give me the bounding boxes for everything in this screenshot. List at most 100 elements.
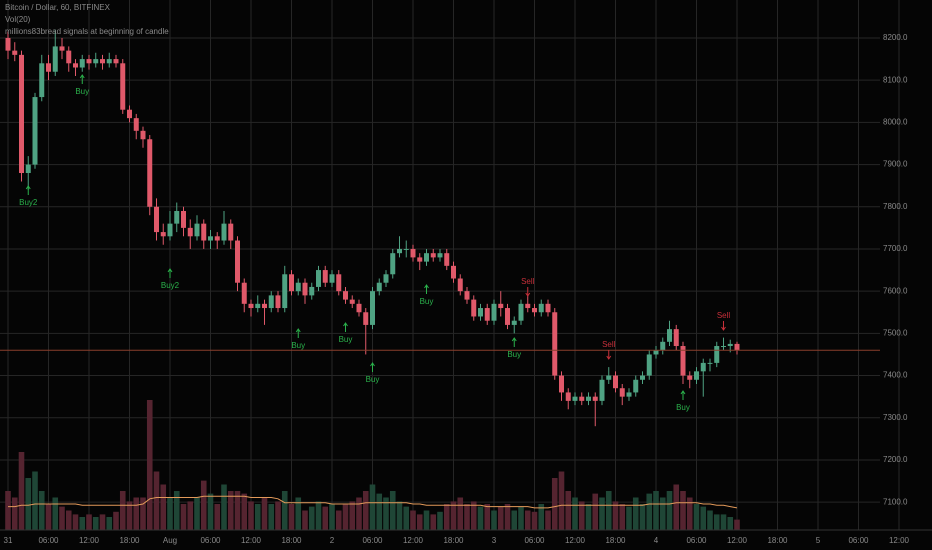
volume-bar: [214, 504, 221, 530]
y-tick-label: 7500.0: [883, 328, 908, 337]
volume-bar: [430, 514, 437, 530]
candle-body: [714, 346, 720, 363]
volume-bar: [538, 504, 545, 530]
candle-body: [478, 308, 483, 317]
volume-bar: [518, 506, 524, 530]
volume-bar: [153, 471, 160, 530]
candle-body: [424, 253, 429, 262]
volume-bar: [727, 517, 734, 530]
volume-bar: [713, 514, 720, 530]
candle-body: [464, 291, 470, 300]
volume-bar: [113, 511, 119, 530]
candle-body: [316, 270, 321, 287]
volume-bar: [396, 501, 403, 530]
signal-label: Buy: [507, 350, 521, 359]
annotations: Buy2 Buy Buy2 Buy Buy Buy Buy Buy Sell Sell Buy Sel…: [19, 74, 730, 412]
volume-bar: [477, 506, 484, 530]
candle-body: [194, 223, 200, 237]
signal-arrowhead: [167, 268, 173, 273]
candle-body: [174, 210, 180, 224]
volume-bar: [92, 517, 99, 530]
candle-body: [498, 303, 504, 309]
candle-body: [86, 59, 92, 64]
y-tick-label: 7200.0: [883, 455, 908, 464]
volume-bar: [572, 497, 578, 530]
x-tick-label: 18:00: [281, 536, 302, 545]
candle-body: [235, 240, 240, 283]
volume-bar: [423, 510, 430, 530]
candle-body: [552, 312, 558, 376]
candle-body: [295, 282, 301, 292]
candle-body: [79, 59, 85, 68]
candle-body: [660, 341, 666, 351]
candle-body: [707, 362, 713, 364]
candle-body: [673, 329, 679, 347]
candle-body: [640, 375, 645, 380]
signal-label: Buy: [75, 87, 89, 96]
x-tick-label: 06:00: [362, 536, 383, 545]
candle-body: [565, 392, 571, 401]
candle-body: [579, 396, 585, 401]
x-tick-label: 18:00: [119, 536, 140, 545]
volume-bar: [187, 501, 194, 530]
candle-body: [491, 303, 497, 321]
volume-bar: [511, 510, 518, 530]
volume-bar: [376, 493, 383, 530]
candle-body: [147, 139, 153, 207]
candle-body: [471, 299, 477, 317]
x-tick-label: 31: [4, 536, 13, 545]
y-tick-label: 7600.0: [883, 286, 908, 295]
candle-body: [613, 375, 618, 389]
volume-bar: [410, 510, 416, 530]
volume-bar: [59, 506, 65, 530]
candle-body: [383, 274, 389, 283]
candle-body: [646, 354, 652, 376]
volume-bar: [275, 501, 281, 530]
candle-body: [248, 303, 254, 309]
volume-bar: [227, 491, 234, 530]
indicator-label: millions83bread signals at beginning of …: [5, 27, 169, 36]
volume-bar: [65, 510, 72, 530]
signal-arrowhead: [25, 185, 31, 190]
volume-bar: [619, 504, 626, 530]
candle-body: [633, 379, 639, 393]
candle-body: [73, 63, 78, 68]
candle-body: [370, 291, 375, 325]
volume-bar: [221, 484, 227, 530]
candle-body: [66, 50, 72, 64]
candle-body: [19, 54, 24, 174]
volume-bar: [639, 504, 646, 530]
candle-body: [592, 396, 598, 401]
candle-body: [687, 375, 693, 380]
volume-bar: [565, 491, 572, 530]
candle-body: [444, 253, 450, 266]
volume-bar: [52, 497, 59, 530]
volume-bar: [322, 506, 329, 530]
candle-body: [208, 236, 213, 241]
x-tick-label: 3: [492, 536, 497, 545]
candle-body: [32, 97, 38, 165]
candle-body: [167, 223, 173, 237]
candle-body: [451, 265, 456, 279]
volume-bar: [558, 471, 565, 530]
candle-body: [93, 59, 99, 64]
signal-label: Buy: [366, 375, 380, 384]
candle-body: [12, 50, 18, 55]
candle-body: [484, 308, 490, 321]
volume-bar: [72, 514, 79, 530]
volume-bar: [369, 484, 376, 530]
candle-body: [5, 37, 11, 51]
signal-label: Buy: [420, 297, 434, 306]
candle-body: [59, 46, 65, 51]
volume-bar: [126, 501, 133, 530]
volume-bar: [497, 506, 504, 530]
volume-bar: [659, 497, 666, 530]
volume-bar: [653, 491, 659, 530]
signal-arrowhead: [295, 328, 301, 333]
candle-body: [336, 274, 342, 292]
candle-body: [572, 396, 578, 401]
candle-body: [559, 375, 564, 393]
candle-body: [390, 253, 396, 275]
candle-body: [437, 253, 443, 258]
